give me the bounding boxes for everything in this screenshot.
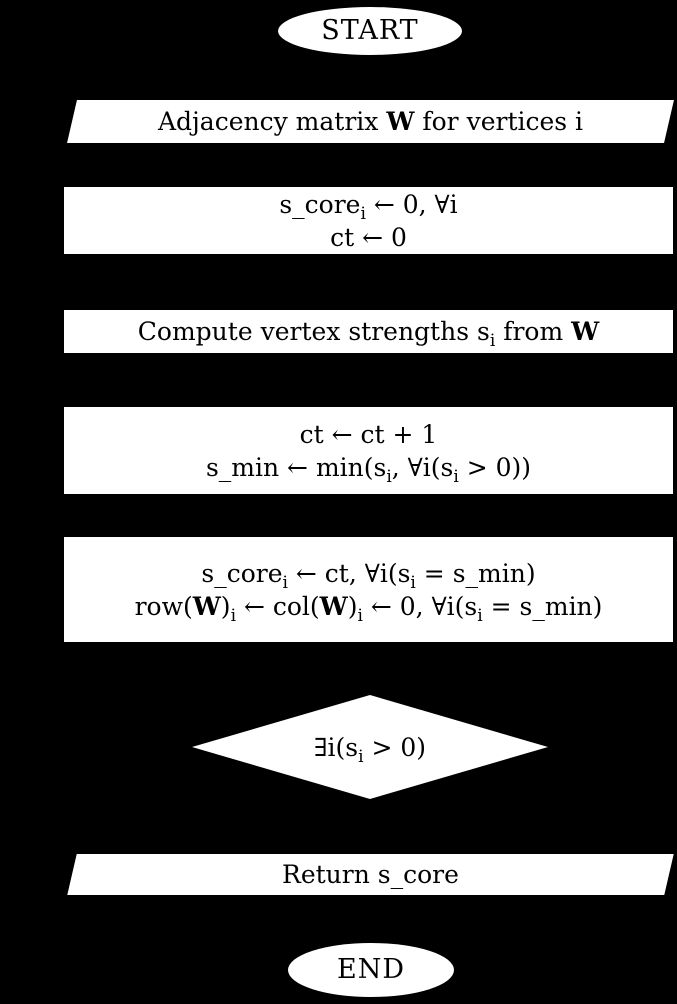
text-line: Return s_core bbox=[282, 860, 459, 889]
init-process: s_corei ← 0, ∀i ct ← 0 bbox=[64, 187, 673, 254]
text-line: s_min ← min(si, ∀i(si > 0)) bbox=[205, 452, 532, 487]
compute-strengths-process: Compute vertex strengths si from W bbox=[64, 310, 673, 353]
return-score-text: Return s_core bbox=[282, 858, 459, 891]
text-line: s_corei ← 0, ∀i bbox=[279, 189, 458, 224]
assign-core-process: s_corei ← ct, ∀i(si = s_min) row(W)i ← co… bbox=[64, 537, 673, 642]
loop-decision-diamond: ∃i(si > 0) bbox=[192, 695, 548, 799]
text-line: Adjacency matrix W for vertices i bbox=[157, 107, 584, 136]
input-adjacency-text: Adjacency matrix W for vertices i bbox=[158, 105, 583, 138]
text-line: ct ← 0 bbox=[330, 222, 407, 252]
text-line: Compute vertex strengths si from W bbox=[137, 317, 600, 351]
start-terminator: START bbox=[278, 7, 462, 55]
end-terminator: END bbox=[288, 943, 454, 997]
input-adjacency-parallelogram: Adjacency matrix W for vertices i bbox=[67, 100, 674, 143]
text-line: ct ← ct + 1 bbox=[299, 419, 438, 449]
iterate-process: ct ← ct + 1 s_min ← min(si, ∀i(si > 0)) bbox=[64, 407, 673, 494]
return-score-parallelogram: Return s_core bbox=[67, 854, 674, 895]
text-line: row(W)i ← col(W)i ← 0, ∀i(si = s_min) bbox=[134, 591, 603, 626]
text-line: ∃i(si > 0) bbox=[313, 732, 427, 767]
text-line: s_corei ← ct, ∀i(si = s_min) bbox=[201, 558, 536, 593]
